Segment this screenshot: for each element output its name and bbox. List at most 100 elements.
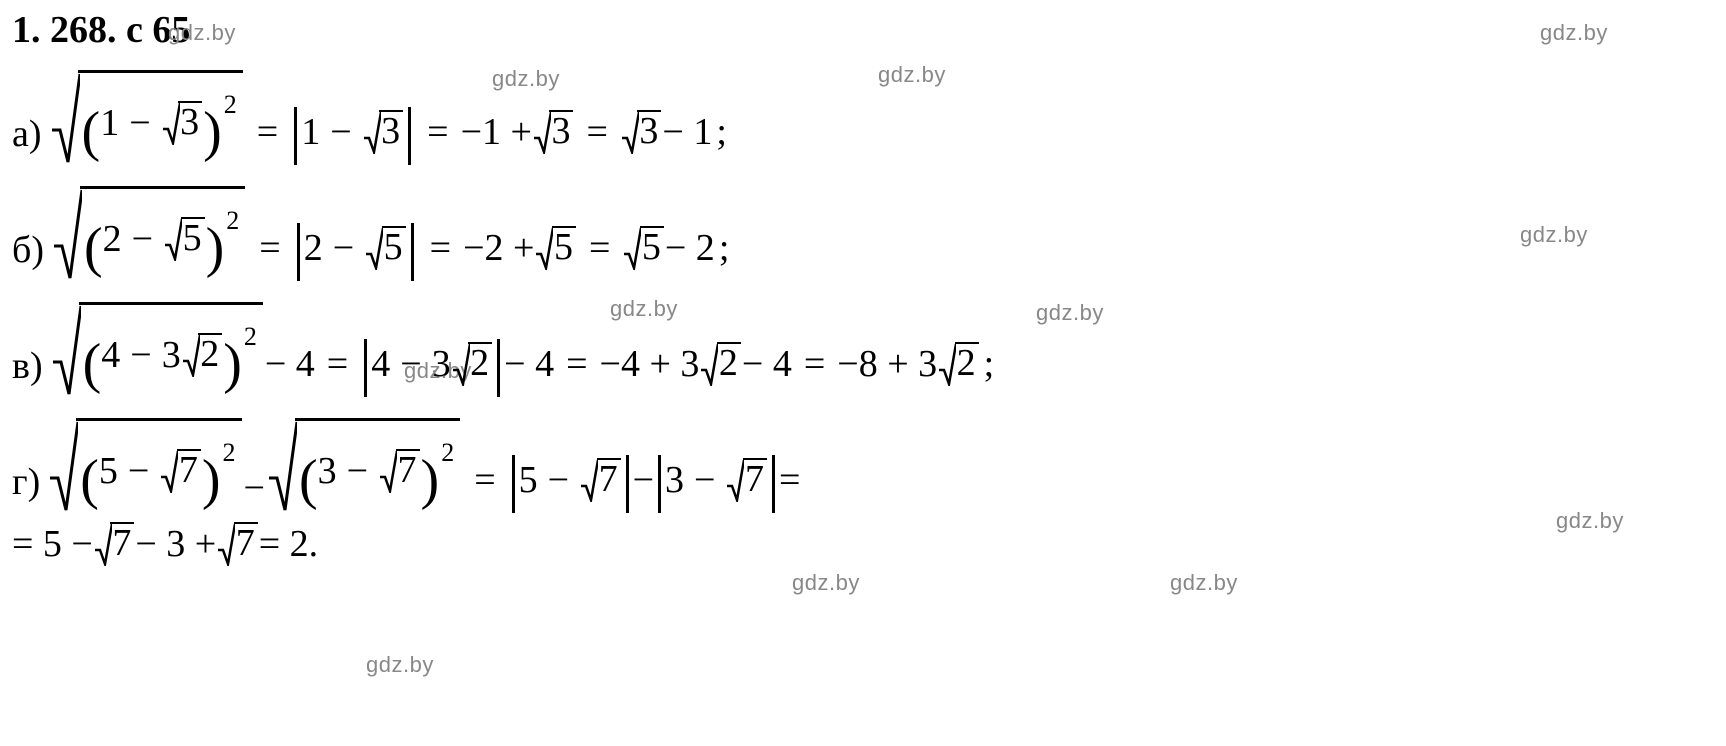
num: 1 <box>301 110 320 154</box>
math-d-cont: = 5 − 7 − 3 + 7 = 2. <box>12 522 318 566</box>
radical-icon <box>267 418 297 514</box>
eq-end: = <box>779 458 800 502</box>
inner-sqrt: 2 <box>452 342 493 386</box>
inner-sqrt: 5 <box>535 226 576 270</box>
line-d-cont: = 5 − 7 − 3 + 7 = 2. <box>10 522 1716 566</box>
math-d: ( 5 − 7 ) 2 − ( <box>46 418 800 516</box>
abs-bar <box>658 455 661 513</box>
label-a: а) <box>12 70 42 156</box>
radicand-small: 5 <box>382 226 406 266</box>
radical-icon <box>51 302 81 398</box>
radical-icon <box>50 70 80 166</box>
left-paren: ( <box>80 457 99 505</box>
minus-op: − <box>128 449 149 493</box>
minus-op: − <box>333 226 354 270</box>
left-paren: ( <box>299 457 318 505</box>
left-paren: ( <box>84 225 103 273</box>
abs-bar <box>297 223 300 281</box>
radicand-small: 2 <box>717 342 741 382</box>
equals: = <box>430 226 451 270</box>
inner-sqrt: 2 <box>938 342 979 386</box>
radicand: ( 2 − 5 ) 2 <box>80 186 245 284</box>
outer-sqrt: ( 2 − 5 ) 2 <box>52 186 245 284</box>
minus-op: − <box>347 449 368 493</box>
minus-op: − <box>132 217 153 261</box>
num: 3 <box>665 458 684 502</box>
radical-icon <box>48 418 78 514</box>
inner-sqrt: 3 <box>533 110 574 154</box>
equals: = <box>804 342 825 386</box>
radical-icon <box>533 110 551 154</box>
equals: = <box>589 226 610 270</box>
radicand: ( 5 − 7 ) 2 <box>76 418 241 516</box>
watermark: gdz.by <box>792 570 860 596</box>
equals: = <box>566 342 587 386</box>
radicand-small: 7 <box>597 458 621 498</box>
minus: − <box>244 466 265 510</box>
num: 3 <box>318 449 337 493</box>
radicand-small: 7 <box>234 522 258 562</box>
radicand-small: 2 <box>468 342 492 382</box>
abs-bar <box>772 455 775 513</box>
expr: −4 + 3 <box>600 342 700 386</box>
semicolon: ; <box>719 226 730 270</box>
radical-icon <box>217 522 235 566</box>
equals: = <box>327 342 348 386</box>
radical-icon <box>379 449 397 493</box>
right-paren: ) <box>206 225 225 273</box>
outer-sqrt: ( 1 − 3 ) 2 <box>50 70 243 168</box>
outer-sqrt-2: ( 3 − 7 ) 2 <box>267 418 460 516</box>
minus-op: − <box>694 458 715 502</box>
inner-sqrt: 2 <box>700 342 741 386</box>
inner-sqrt: 7 <box>160 449 201 493</box>
num: 5 <box>99 449 118 493</box>
inner-sqrt: 5 <box>365 226 406 270</box>
label-b: б) <box>12 186 44 272</box>
radical-icon <box>363 110 381 154</box>
minus-op: − <box>548 458 569 502</box>
radical-icon <box>535 226 553 270</box>
coef: 3 <box>162 333 181 377</box>
cont-tail: = 2. <box>259 522 318 566</box>
minus-op: − <box>129 101 150 145</box>
abs-bar <box>411 223 414 281</box>
tail: − 4 <box>742 342 792 386</box>
radical-icon <box>700 342 718 386</box>
inner-sqrt: 3 <box>162 101 203 145</box>
abs-expr-1: 5 − 7 <box>508 451 633 509</box>
radical-icon <box>52 186 82 282</box>
tail: − 2 <box>665 226 715 270</box>
minus-op: − <box>400 342 421 386</box>
outer-sqrt: ( 4 − 3 2 ) 2 <box>51 302 263 400</box>
radical-icon <box>623 226 641 270</box>
radical-icon <box>938 342 956 386</box>
radicand-small: 7 <box>743 458 767 498</box>
num: 2 <box>103 217 122 261</box>
math-a: ( 1 − 3 ) 2 = 1 − <box>48 70 727 168</box>
inner-sqrt: 3 <box>363 110 404 154</box>
label-c: в) <box>12 302 43 388</box>
inner-sqrt: 3 <box>621 110 662 154</box>
minus-op: − <box>130 333 151 377</box>
radicand-small: 7 <box>177 449 201 489</box>
radicand-small: 5 <box>640 226 664 266</box>
radicand-small: 3 <box>637 110 661 150</box>
abs-bar <box>294 107 297 165</box>
minus: − <box>633 458 654 502</box>
cont-mid: − 3 + <box>135 522 216 566</box>
equals: = <box>257 110 278 154</box>
exponent: 2 <box>441 438 454 468</box>
equals: = <box>259 226 280 270</box>
radical-icon <box>452 342 470 386</box>
equals: = <box>427 110 448 154</box>
num: 5 <box>519 458 538 502</box>
tail: − 1 <box>662 110 712 154</box>
inner-sqrt: 7 <box>580 458 621 502</box>
num: 4 <box>371 342 390 386</box>
radicand-small: 5 <box>552 226 576 266</box>
inner-sqrt: 2 <box>182 333 223 377</box>
radicand: ( 1 − 3 ) 2 <box>78 70 243 168</box>
radical-icon <box>164 217 182 261</box>
rest-c: − 4 = 4 − 3 2 − 4 = −4 + 3 <box>265 309 994 393</box>
header-text: 1. 268. с 65 <box>10 0 1716 52</box>
